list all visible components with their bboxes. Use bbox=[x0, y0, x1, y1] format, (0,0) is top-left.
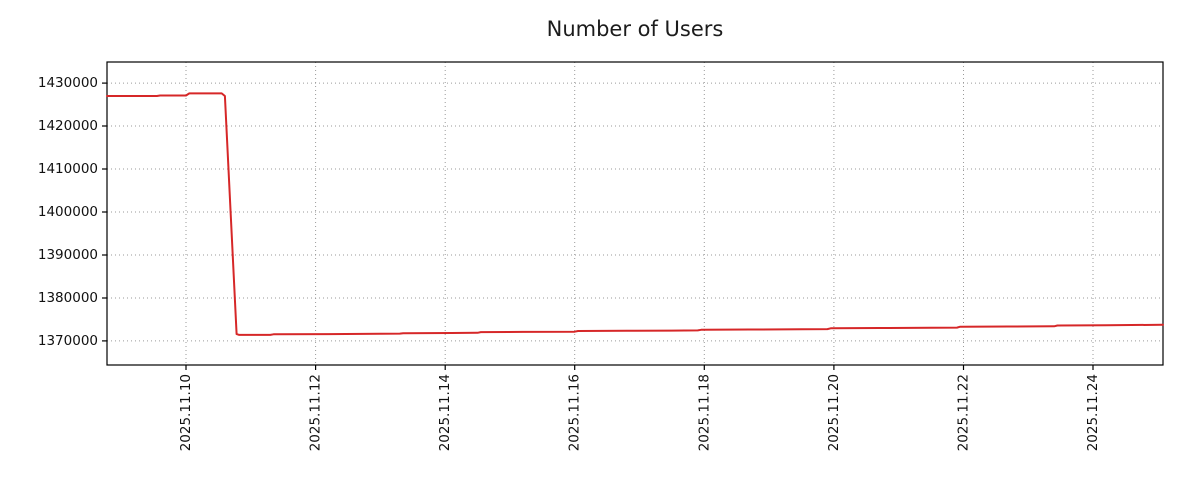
x-tick-label: 2025.11.14 bbox=[437, 374, 453, 451]
x-tick-label: 2025.11.18 bbox=[696, 374, 712, 451]
data-line-number-of-users bbox=[106, 92, 1164, 336]
y-tick-label: 1380000 bbox=[38, 290, 98, 306]
x-tick-label: 2025.11.16 bbox=[567, 374, 583, 451]
x-tick-label: 2025.11.10 bbox=[178, 374, 194, 451]
x-tick-label: 2025.11.20 bbox=[826, 374, 842, 451]
chart-title: Number of Users bbox=[546, 17, 724, 41]
y-tick-label: 1390000 bbox=[38, 247, 98, 263]
y-tick-label: 1410000 bbox=[38, 161, 98, 177]
y-tick-label: 1400000 bbox=[38, 204, 98, 220]
y-tick-label: 1420000 bbox=[38, 118, 98, 134]
x-tick-label: 2025.11.24 bbox=[1085, 374, 1101, 451]
x-tick-label: 2025.11.22 bbox=[956, 374, 972, 451]
x-tick-label: 2025.11.12 bbox=[308, 374, 324, 451]
y-tick-label: 1370000 bbox=[38, 333, 98, 349]
plot-frame bbox=[106, 61, 1164, 366]
y-tick-label: 1430000 bbox=[38, 75, 98, 91]
